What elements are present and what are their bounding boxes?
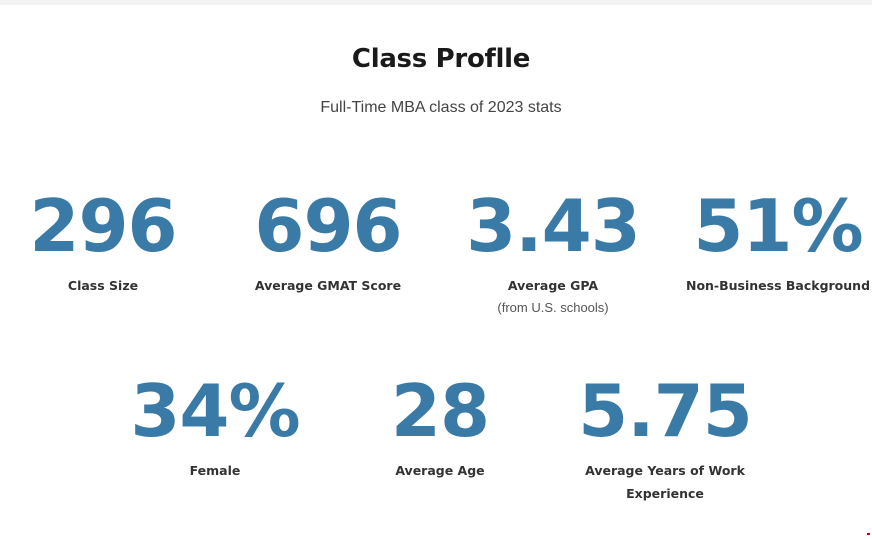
stat-label: Female [189,463,241,478]
stat-label: Class Size [67,278,139,293]
corner-mark [867,533,870,535]
stat-average-gmat: 696 Average GMAT Score [218,188,438,297]
stat-value: 34% [130,369,300,453]
stat-value: 296 [29,184,177,268]
stat-label: Average Years of Work Experience [585,463,745,501]
stat-label: Non-Business Background [685,278,871,293]
stat-average-work-experience: 5.75 Average Years of Work Experience [555,373,775,505]
stat-value: 696 [254,184,402,268]
page-subtitle: Full-Time MBA class of 2023 stats [320,99,562,116]
stat-class-size: 296 Class Size [0,188,213,297]
stat-average-age: 28 Average Age [330,373,550,482]
stat-non-business-background: 51% Non-Business Background [668,188,872,297]
stat-label: Average GPA [507,278,599,293]
top-divider [0,0,872,5]
stat-average-gpa: 3.43 Average GPA (from U.S. schools) [443,188,663,319]
stat-value: 5.75 [578,369,753,453]
stat-value: 28 [390,369,490,453]
stat-label: Average Age [395,463,485,478]
stat-value: 51% [693,184,863,268]
stat-label: Average GMAT Score [254,278,402,293]
stat-value: 3.43 [466,184,641,268]
stat-female: 34% Female [105,373,325,482]
stat-note: (from U.S. schools) [497,300,609,315]
page-title: Class Proflle [351,44,531,74]
